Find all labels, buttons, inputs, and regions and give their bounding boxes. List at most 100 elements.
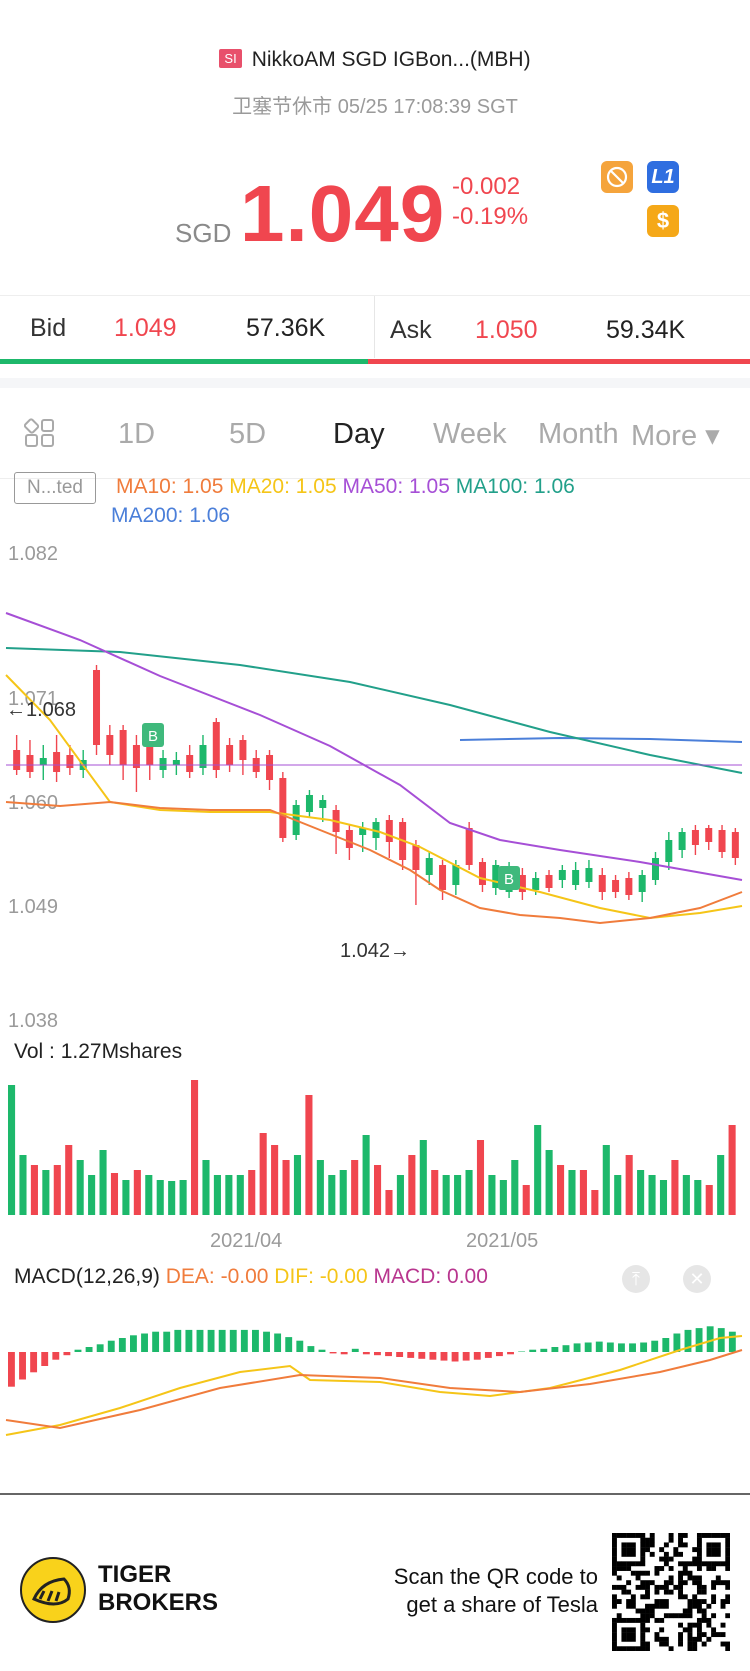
candle-body: [93, 670, 101, 745]
qr-module: [673, 1584, 679, 1590]
no-trading-icon[interactable]: [601, 161, 633, 193]
qr-module: [645, 1594, 650, 1600]
qr-module: [659, 1584, 665, 1590]
level1-icon[interactable]: L1: [647, 161, 679, 193]
qr-module: [663, 1603, 669, 1609]
qr-module: [715, 1551, 721, 1557]
qr-module: [640, 1542, 646, 1548]
candle-body: [106, 735, 114, 755]
brand-line-1: TIGER: [98, 1561, 172, 1588]
qr-module: [616, 1617, 622, 1623]
qr-module: [701, 1584, 707, 1590]
close-icon[interactable]: ✕: [683, 1265, 711, 1293]
candle-body: [26, 755, 34, 772]
qr-module: [678, 1613, 683, 1619]
qr-module: [711, 1632, 717, 1638]
date-axis-label: 2021/05: [466, 1230, 539, 1252]
qr-module: [635, 1584, 641, 1590]
macd-chart[interactable]: [0, 1300, 750, 1450]
qr-module: [654, 1632, 660, 1638]
pin-top-icon[interactable]: ⤒: [622, 1265, 650, 1293]
candle-body: [385, 820, 393, 842]
qr-module: [649, 1537, 655, 1543]
macd-bar: [618, 1343, 625, 1352]
tab-week[interactable]: Week: [433, 418, 507, 450]
macd-bar: [285, 1337, 293, 1352]
candle-body: [425, 858, 433, 875]
macd-bar: [362, 1352, 370, 1355]
buy-marker[interactable]: B: [498, 866, 520, 890]
qr-module: [687, 1575, 693, 1581]
dollar-icon[interactable]: $: [647, 205, 679, 237]
qr-module: [635, 1570, 641, 1576]
volume-bar: [568, 1170, 576, 1215]
qr-module: [649, 1603, 655, 1609]
volume-bar: [351, 1160, 359, 1215]
qr-module: [692, 1594, 698, 1600]
volume-bar: [408, 1155, 416, 1215]
qr-module: [654, 1636, 660, 1642]
ask-panel[interactable]: Ask 1.050 59.34K: [368, 296, 750, 364]
qr-module: [649, 1533, 655, 1538]
qr-module: [640, 1580, 646, 1586]
macd-bar: [496, 1352, 503, 1357]
tab-day[interactable]: Day: [333, 418, 385, 450]
qr-module: [621, 1646, 627, 1651]
qr-module: [678, 1636, 683, 1642]
volume-bar: [19, 1155, 27, 1215]
ma10-line: [5, 800, 743, 925]
adjustment-selector[interactable]: N...ted: [14, 472, 96, 504]
buy-marker[interactable]: B: [142, 723, 164, 747]
candle-body: [39, 758, 47, 765]
macd-bar: [551, 1347, 559, 1352]
qr-module: [659, 1547, 665, 1553]
macd-bar: [218, 1329, 226, 1352]
qr-module: [616, 1561, 622, 1567]
volume-bar: [259, 1133, 267, 1215]
qr-module: [630, 1561, 636, 1567]
qr-module: [663, 1551, 669, 1557]
bid-volume: 57.36K: [246, 314, 326, 342]
qr-module: [640, 1622, 646, 1628]
macd-bar: [41, 1352, 49, 1366]
qr-module: [659, 1566, 665, 1571]
qr-module: [692, 1547, 698, 1553]
qr-module: [621, 1617, 627, 1623]
qr-module: [673, 1551, 679, 1557]
qr-module: [706, 1566, 712, 1571]
qr-module: [645, 1617, 650, 1623]
candle-body: [718, 830, 726, 852]
qr-module: [715, 1580, 721, 1586]
grid-layout-icon[interactable]: [23, 416, 56, 453]
qr-module: [687, 1599, 693, 1604]
qr-module: [706, 1636, 712, 1642]
macd-bar: [329, 1352, 337, 1354]
candle-body: [53, 752, 61, 772]
macd-bar: [684, 1329, 692, 1352]
qr-module: [692, 1561, 698, 1567]
tab-1d[interactable]: 1D: [118, 418, 156, 450]
qr-module: [715, 1575, 721, 1581]
qr-module: [678, 1580, 683, 1586]
tab-month[interactable]: Month: [538, 418, 619, 450]
macd-histogram: [8, 1326, 736, 1387]
volume-bar: [8, 1085, 16, 1215]
tab-more[interactable]: More ▾: [631, 420, 720, 452]
price-axis-label: 1.038: [8, 1010, 59, 1032]
qr-module: [645, 1613, 650, 1619]
volume-chart[interactable]: [0, 1070, 750, 1220]
qr-module: [616, 1566, 622, 1571]
qr-module: [612, 1599, 617, 1604]
qr-module: [725, 1566, 730, 1571]
qr-module: [725, 1599, 730, 1604]
qr-code[interactable]: [612, 1533, 730, 1651]
ask-label: Ask: [390, 316, 432, 344]
volume-bar: [133, 1170, 141, 1215]
tab-5d[interactable]: 5D: [229, 418, 267, 450]
candlestick-chart[interactable]: B B ←1.068 1.042→: [0, 540, 750, 1040]
qr-module: [725, 1613, 730, 1619]
bid-panel[interactable]: Bid 1.049 57.36K: [0, 296, 370, 364]
candle-body: [572, 870, 580, 885]
qr-module: [612, 1646, 617, 1651]
qr-module: [659, 1641, 665, 1647]
